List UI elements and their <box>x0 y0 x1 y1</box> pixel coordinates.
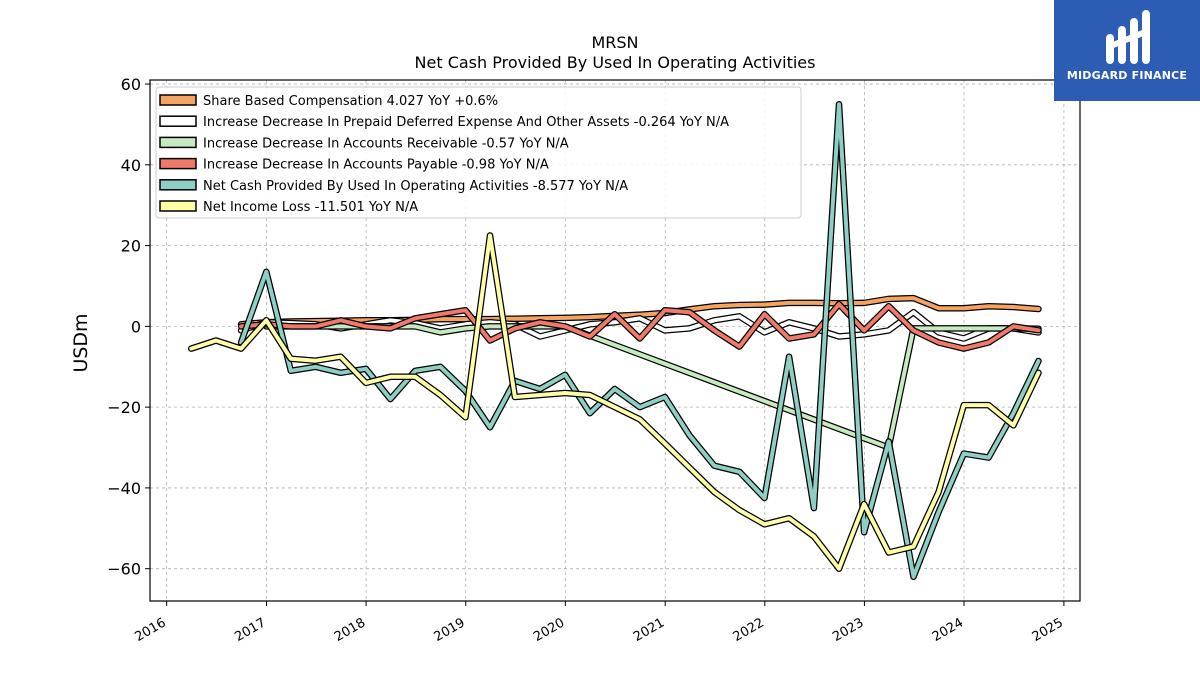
legend-label: Increase Decrease In Prepaid Deferred Ex… <box>203 115 729 130</box>
x-tick-label: 2023 <box>830 615 866 645</box>
y-tick-label: 20 <box>121 237 141 256</box>
y-tick-label: 0 <box>131 317 141 336</box>
legend-label: Net Cash Provided By Used In Operating A… <box>203 179 628 194</box>
legend-swatch <box>159 179 197 191</box>
legend-swatch <box>159 115 197 127</box>
y-tick-label: −20 <box>107 398 141 417</box>
legend: Share Based Compensation 4.027 YoY +0.6%… <box>155 86 802 219</box>
series-line-5 <box>189 233 1041 571</box>
y-axis: −60 −40 −20 0 20 40 60 <box>107 75 150 579</box>
series-line-3 <box>239 302 1041 351</box>
logo-mark-icon <box>1106 10 1150 64</box>
chart-title: MRSN <box>591 33 638 52</box>
x-axis: 2016 2017 2018 2019 2020 2021 2022 2023 2024 2025 <box>132 601 1066 645</box>
y-axis-label: USDm <box>70 313 92 372</box>
series-outline-5 <box>187 232 1042 572</box>
legend-label: Increase Decrease In Accounts Receivable… <box>203 136 569 151</box>
legend-label: Net Income Loss -11.501 YoY N/A <box>203 200 418 215</box>
logo-text: MIDGARD FINANCE <box>1066 69 1188 82</box>
x-tick-label: 2018 <box>332 615 368 645</box>
x-tick-label: 2017 <box>232 615 268 645</box>
legend-swatch <box>159 200 197 212</box>
x-tick-label: 2016 <box>132 615 168 645</box>
brand-logo: MIDGARD FINANCE <box>1054 0 1200 101</box>
legend-label: Increase Decrease In Accounts Payable -0… <box>203 158 549 173</box>
x-tick-label: 2024 <box>930 615 966 645</box>
legend-swatch <box>159 94 197 106</box>
x-tick-label: 2025 <box>1030 615 1066 645</box>
legend-box <box>155 86 802 219</box>
x-tick-label: 2020 <box>531 615 567 645</box>
x-tick-label: 2019 <box>432 615 468 645</box>
x-tick-label: 2022 <box>731 615 767 645</box>
y-tick-label: −60 <box>107 560 141 579</box>
series-lines <box>187 100 1042 581</box>
y-tick-label: −40 <box>107 479 141 498</box>
legend-swatch <box>159 157 197 170</box>
legend-swatch <box>159 136 197 149</box>
plot-frame <box>149 79 1081 602</box>
legend-label: Share Based Compensation 4.027 YoY +0.6% <box>203 94 498 109</box>
y-tick-label: 60 <box>121 75 141 94</box>
chart-subtitle: Net Cash Provided By Used In Operating A… <box>415 53 816 72</box>
x-tick-label: 2021 <box>631 615 667 645</box>
y-tick-label: 40 <box>121 156 141 175</box>
